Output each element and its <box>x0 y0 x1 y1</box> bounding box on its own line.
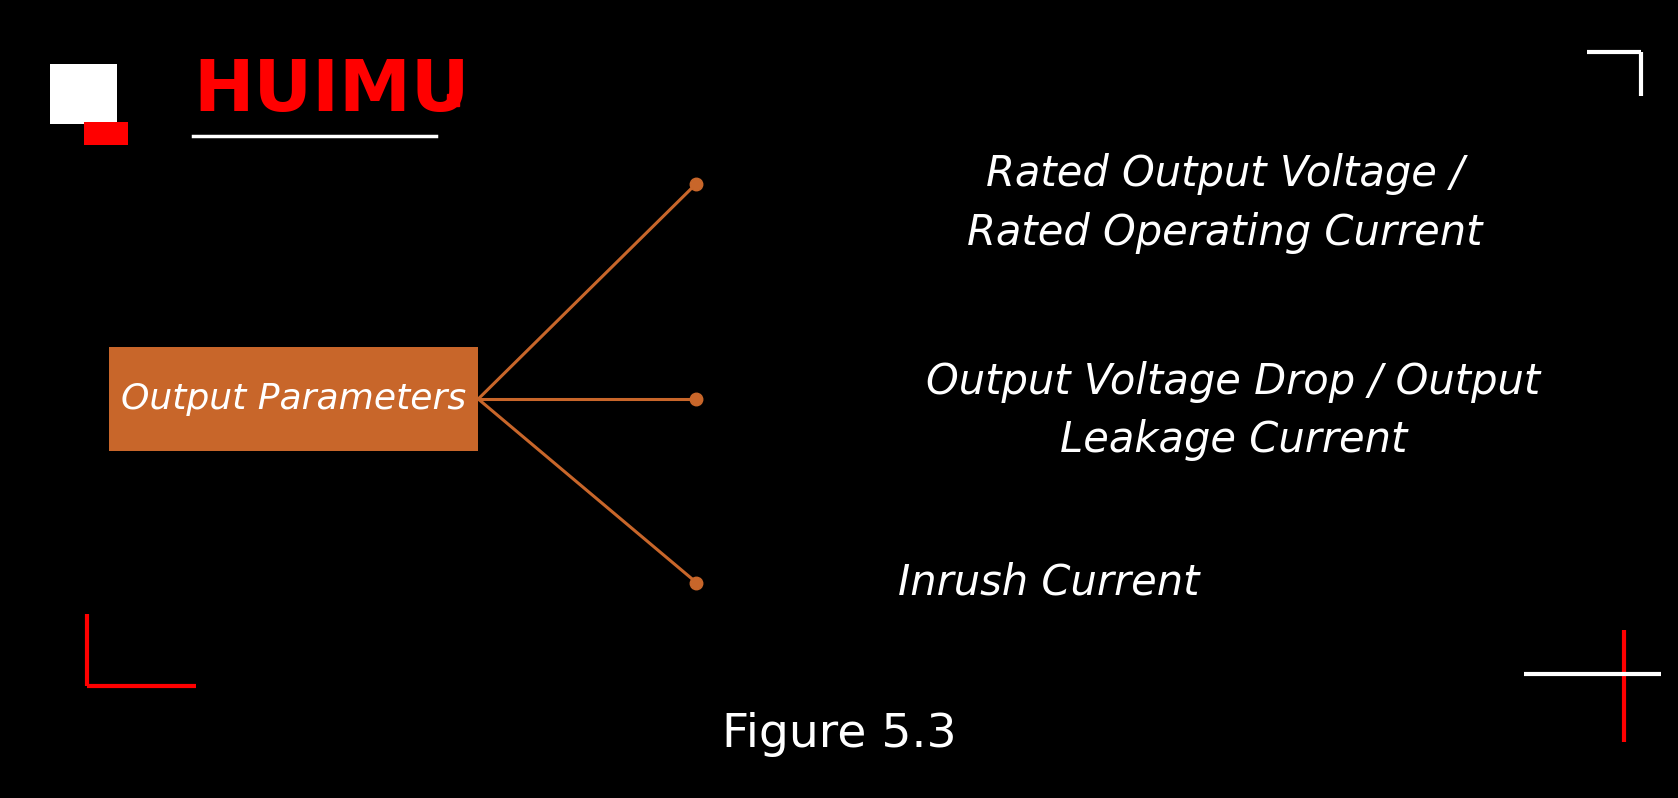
Bar <box>50 64 117 124</box>
Text: Figure 5.3: Figure 5.3 <box>722 712 956 757</box>
Text: Rated Output Voltage /
Rated Operating Current: Rated Output Voltage / Rated Operating C… <box>967 153 1483 254</box>
Text: Output Voltage Drop / Output
Leakage Current: Output Voltage Drop / Output Leakage Cur… <box>926 361 1540 461</box>
Bar <box>109 347 478 451</box>
Bar <box>84 122 128 144</box>
Text: Inrush Current: Inrush Current <box>898 562 1200 603</box>
Text: HUIMU: HUIMU <box>193 57 470 126</box>
Text: Output Parameters: Output Parameters <box>121 382 466 416</box>
